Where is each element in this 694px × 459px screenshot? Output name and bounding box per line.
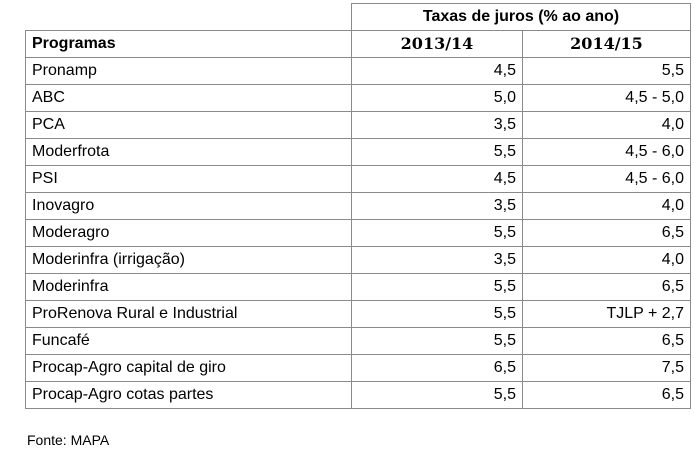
rate-2013-14-cell: 4,5: [351, 57, 523, 85]
table-row: PCA 3,5 4,0: [25, 111, 691, 139]
rate-2013-14-cell: 5,5: [351, 219, 523, 247]
rate-2014-15-cell: 6,5: [522, 327, 691, 355]
rate-2014-15-cell: 4,0: [522, 111, 691, 139]
program-name-cell: Moderinfra (irrigação): [25, 246, 352, 274]
rate-2013-14-cell: 5,0: [351, 84, 523, 112]
rate-2014-15-cell: 4,0: [522, 246, 691, 274]
rate-2014-15-cell: 4,5 - 6,0: [522, 165, 691, 193]
rate-2013-14-cell: 5,5: [351, 273, 523, 301]
program-name-cell: Moderagro: [25, 219, 352, 247]
rate-2014-15-cell: 7,5: [522, 354, 691, 382]
table-row: PSI 4,5 4,5 - 6,0: [25, 165, 691, 193]
rate-2013-14-cell: 5,5: [351, 381, 523, 409]
program-name-cell: Pronamp: [25, 57, 352, 85]
table-row: Procap-Agro cotas partes 5,5 6,5: [25, 381, 691, 409]
program-name-cell: Procap-Agro capital de giro: [25, 354, 352, 382]
rate-2014-15-cell: 6,5: [522, 273, 691, 301]
program-name-cell: ProRenova Rural e Industrial: [25, 300, 352, 328]
column-header-2013-14: 2013/14: [351, 30, 523, 58]
group-header-row: Taxas de juros (% ao ano): [25, 3, 691, 31]
rate-2014-15-cell: 6,5: [522, 219, 691, 247]
rate-2014-15-cell: 4,5 - 6,0: [522, 138, 691, 166]
column-header-programs: Programas: [25, 30, 352, 58]
table-row: Moderagro 5,5 6,5: [25, 219, 691, 247]
table-row: Moderinfra 5,5 6,5: [25, 273, 691, 301]
table-body: Pronamp 4,5 5,5 ABC 5,0 4,5 - 5,0 PCA 3,5 4,0 Mod…: [25, 57, 691, 409]
rate-2013-14-cell: 3,5: [351, 192, 523, 220]
rate-2014-15-cell: 4,5 - 5,0: [522, 84, 691, 112]
rate-2014-15-cell: 5,5: [522, 57, 691, 85]
empty-corner-cell: [25, 3, 352, 31]
column-header-2014-15: 2014/15: [522, 30, 691, 58]
table-row: Moderfrota 5,5 4,5 - 6,0: [25, 138, 691, 166]
table-row: Inovagro 3,5 4,0: [25, 192, 691, 220]
rate-2014-15-cell: TJLP + 2,7: [522, 300, 691, 328]
rate-2013-14-cell: 5,5: [351, 300, 523, 328]
program-name-cell: Moderinfra: [25, 273, 352, 301]
rate-2013-14-cell: 5,5: [351, 327, 523, 355]
program-name-cell: Moderfrota: [25, 138, 352, 166]
column-header-row: Programas 2013/14 2014/15: [25, 30, 691, 58]
rate-2013-14-cell: 3,5: [351, 246, 523, 274]
rate-2014-15-cell: 4,0: [522, 192, 691, 220]
rate-2013-14-cell: 5,5: [351, 138, 523, 166]
interest-rate-group-header: Taxas de juros (% ao ano): [351, 3, 691, 31]
program-name-cell: Funcafé: [25, 327, 352, 355]
source-note: Fonte: MAPA: [27, 432, 110, 448]
table-row: ABC 5,0 4,5 - 5,0: [25, 84, 691, 112]
table-row: Procap-Agro capital de giro 6,5 7,5: [25, 354, 691, 382]
rate-2014-15-cell: 6,5: [522, 381, 691, 409]
rate-2013-14-cell: 3,5: [351, 111, 523, 139]
program-name-cell: PCA: [25, 111, 352, 139]
rate-2013-14-cell: 4,5: [351, 165, 523, 193]
table-row: ProRenova Rural e Industrial 5,5 TJLP + 2,…: [25, 300, 691, 328]
program-name-cell: Inovagro: [25, 192, 352, 220]
program-name-cell: ABC: [25, 84, 352, 112]
table-row: Pronamp 4,5 5,5: [25, 57, 691, 85]
program-name-cell: Procap-Agro cotas partes: [25, 381, 352, 409]
program-name-cell: PSI: [25, 165, 352, 193]
rate-2013-14-cell: 6,5: [351, 354, 523, 382]
table-row: Funcafé 5,5 6,5: [25, 327, 691, 355]
interest-rates-table: Taxas de juros (% ao ano) Programas 2013…: [25, 3, 691, 409]
table-row: Moderinfra (irrigação) 3,5 4,0: [25, 246, 691, 274]
